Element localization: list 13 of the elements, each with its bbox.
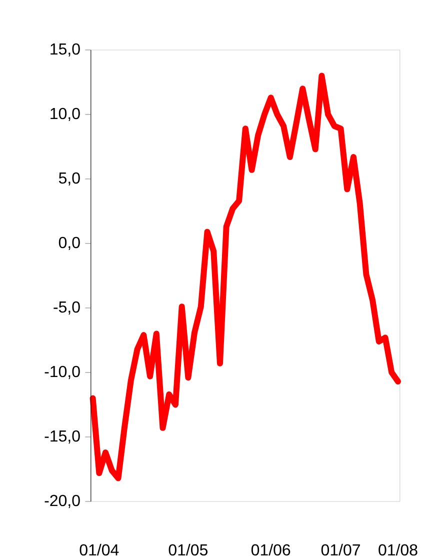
y-tick-label: 15,0 <box>50 43 80 57</box>
x-tick-label: 01/06 <box>252 544 290 556</box>
x-tick-label: 01/05 <box>169 544 208 556</box>
y-tick-label: 5,0 <box>59 172 80 186</box>
y-tick-label: 10,0 <box>50 108 80 122</box>
y-tick-label: -5,0 <box>54 301 80 315</box>
y-tick-label: -15,0 <box>45 430 80 444</box>
x-tick-label: 01/04 <box>80 544 119 556</box>
x-tick-label: 01/07 <box>322 544 360 556</box>
x-tick-label: 01/08 <box>378 544 418 556</box>
y-tick-label: 0,0 <box>59 236 80 250</box>
y-tick-label: -20,0 <box>45 494 80 508</box>
y-tick-label: -10,0 <box>45 366 80 380</box>
